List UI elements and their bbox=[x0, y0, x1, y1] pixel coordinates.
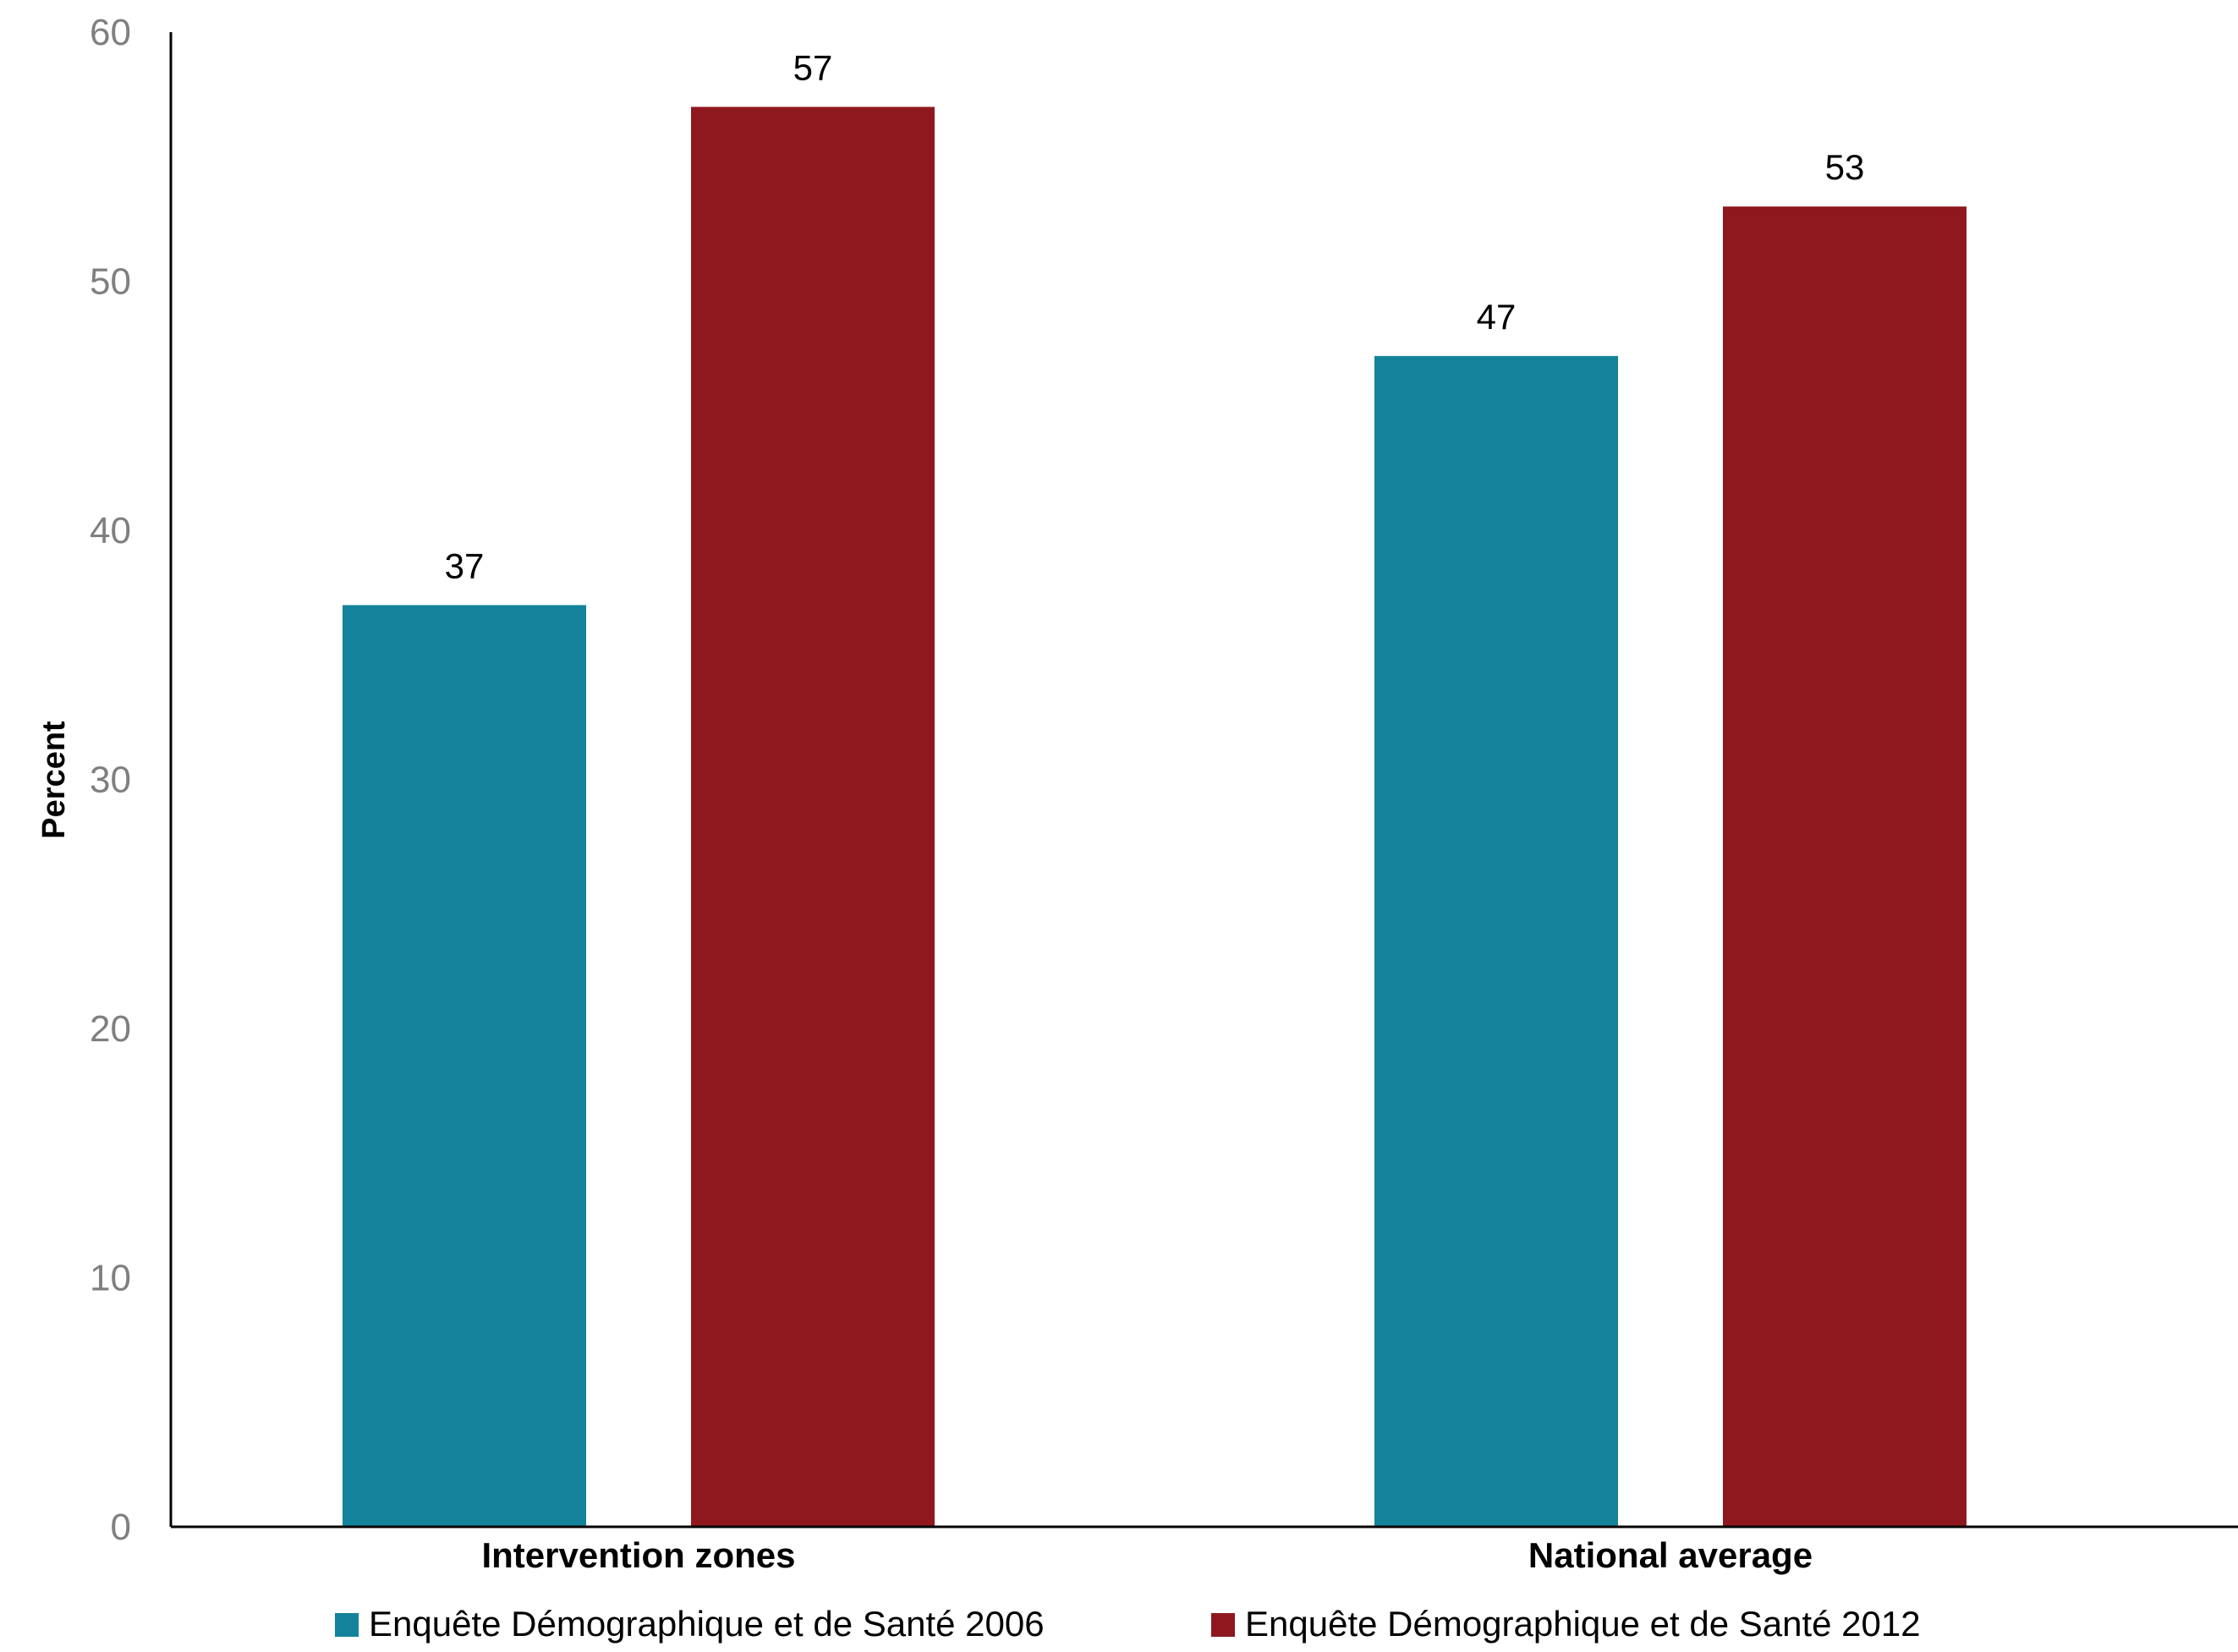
data-label: 53 bbox=[1825, 147, 1865, 187]
legend: Enquête Démographique et de Santé 2006 En… bbox=[335, 1604, 1921, 1644]
data-label: 47 bbox=[1477, 297, 1517, 337]
data-label: 37 bbox=[445, 546, 485, 585]
bar-2012-1 bbox=[1723, 206, 1966, 1527]
y-axis-title: Percent bbox=[36, 721, 72, 839]
category-label: Intervention zones bbox=[481, 1535, 795, 1575]
category-labels: Intervention zones National average bbox=[481, 1535, 1813, 1575]
category-label: National average bbox=[1528, 1535, 1813, 1575]
y-tick-label: 30 bbox=[90, 760, 131, 801]
bars bbox=[343, 107, 1966, 1528]
legend-label: Enquête Démographique et de Santé 2012 bbox=[1245, 1604, 1921, 1644]
y-tick-label: 50 bbox=[90, 261, 131, 303]
bar-2006-1 bbox=[1374, 355, 1618, 1528]
legend-label: Enquête Démographique et de Santé 2006 bbox=[369, 1604, 1045, 1644]
y-tick-label: 10 bbox=[90, 1258, 131, 1299]
data-labels: 37 47 57 53 bbox=[445, 47, 1865, 585]
legend-swatch bbox=[1211, 1613, 1235, 1637]
y-tick-label: 40 bbox=[90, 510, 131, 552]
y-tick-label: 20 bbox=[90, 1008, 131, 1050]
y-tick-label: 0 bbox=[111, 1507, 131, 1548]
y-axis-ticks: 0 10 20 30 40 50 60 bbox=[90, 12, 131, 1548]
bar-2006-0 bbox=[343, 605, 586, 1527]
y-tick-label: 60 bbox=[90, 12, 131, 53]
legend-swatch bbox=[335, 1613, 359, 1637]
data-label: 57 bbox=[793, 47, 833, 87]
bar-2012-0 bbox=[691, 107, 935, 1528]
